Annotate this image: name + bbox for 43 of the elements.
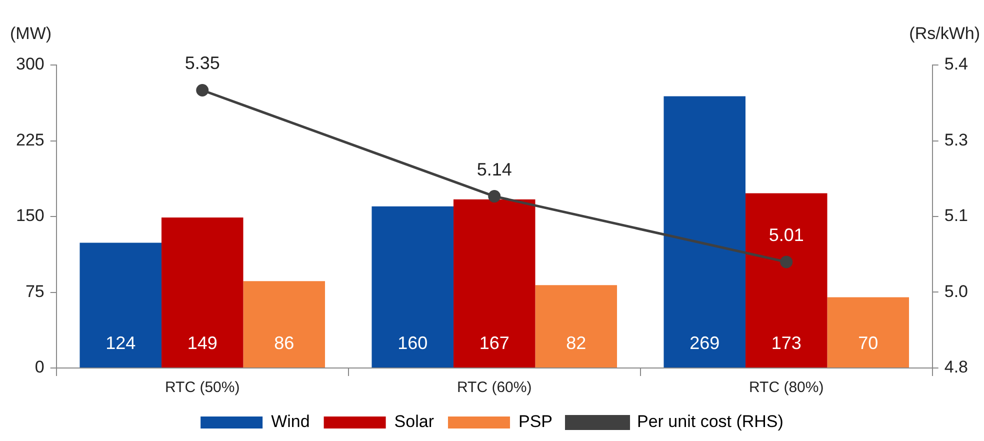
bar (80, 242, 162, 368)
legend-label: Per unit cost (RHS) (637, 412, 784, 432)
x-tick-label: RTC (80%) (748, 379, 824, 396)
x-tick-label: RTC (50%) (164, 379, 240, 396)
bar (243, 281, 326, 368)
point (780, 256, 793, 268)
y-tick-label: 150 (16, 206, 44, 226)
bar (664, 96, 746, 368)
point (196, 84, 209, 96)
y-tick-label: 75 (25, 282, 44, 301)
legend-label: Wind (271, 412, 310, 432)
data-label: 70 (858, 332, 878, 353)
bar (745, 193, 828, 368)
point (488, 190, 501, 203)
data-label: 82 (566, 332, 586, 353)
data-label: 269 (690, 332, 720, 353)
data-label: 160 (398, 332, 428, 353)
legend-label: Solar (394, 412, 434, 432)
data-label: 86 (274, 332, 294, 353)
data-label: 173 (771, 332, 802, 353)
data-label: 124 (106, 332, 136, 353)
y-tick-label: 225 (16, 130, 44, 150)
bar (453, 199, 536, 368)
y2-tick-label: 5.4 (944, 54, 968, 74)
bar (535, 285, 618, 368)
y-tick-label: 300 (16, 54, 44, 74)
y-axis-title: (MW) (10, 24, 52, 44)
data-label: 5.01 (768, 224, 804, 245)
bar (827, 297, 910, 368)
data-label: 149 (187, 332, 218, 353)
y2-tick-label: 5.0 (944, 282, 968, 301)
y2-tick-label: 5.3 (944, 130, 968, 150)
data-label: 167 (479, 332, 510, 353)
bar (161, 218, 244, 368)
y-tick-label: 0 (34, 358, 44, 377)
y2-tick-label: 5.1 (944, 206, 968, 226)
data-label: 5.14 (476, 159, 512, 180)
y2-axis-title: (Rs/kWh) (909, 24, 980, 44)
bar (372, 206, 454, 368)
data-label: 5.35 (184, 53, 220, 74)
x-tick-label: RTC (60%) (456, 379, 532, 396)
legend-label: PSP (518, 412, 553, 432)
y2-tick-label: 4.8 (944, 358, 968, 377)
